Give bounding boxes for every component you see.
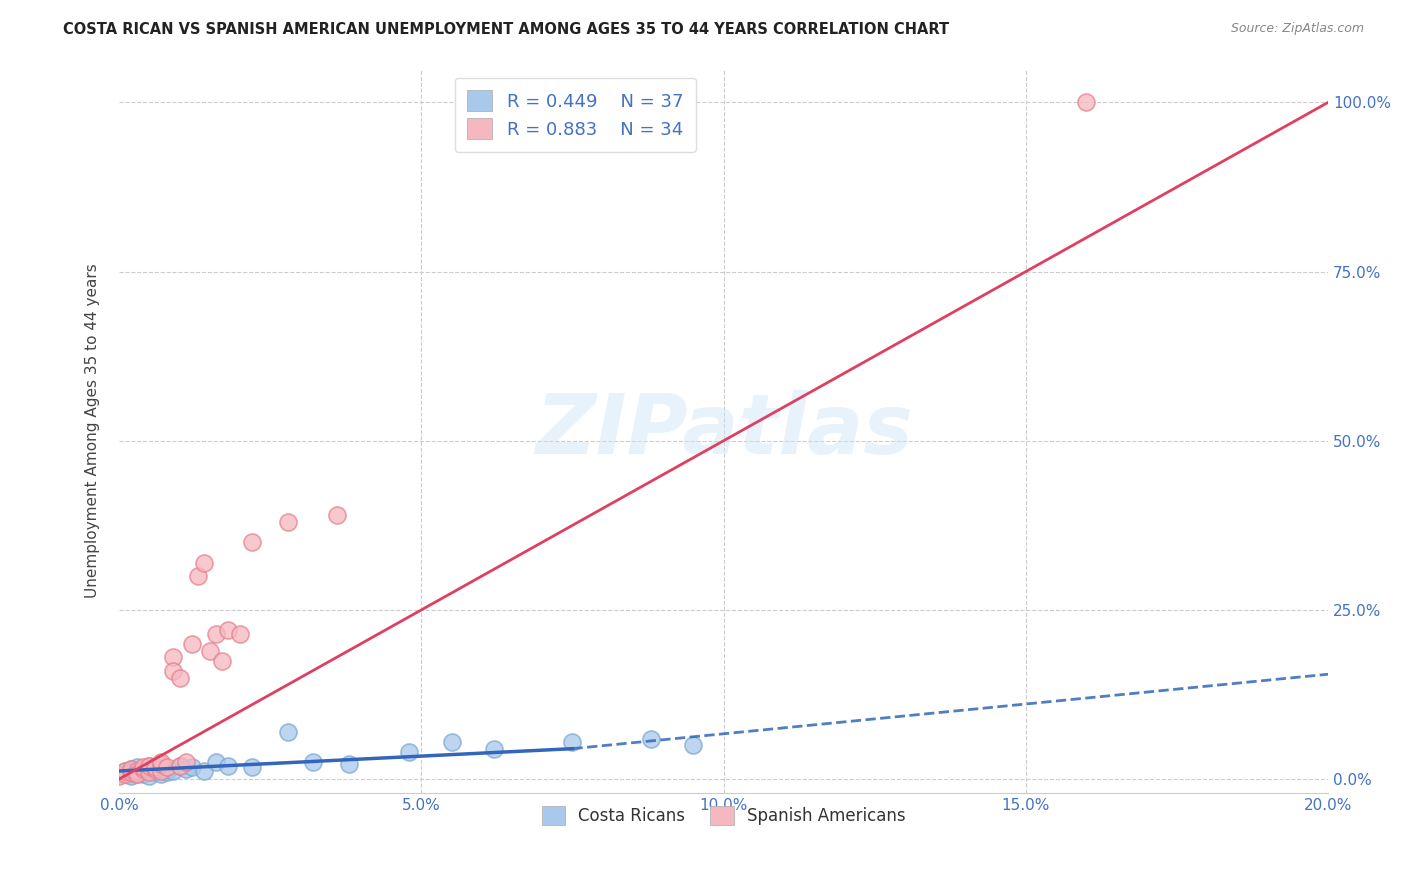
Point xyxy=(162,664,184,678)
Point xyxy=(120,762,142,776)
Point xyxy=(277,515,299,529)
Point xyxy=(127,765,149,780)
Point xyxy=(132,764,155,778)
Point xyxy=(204,755,226,769)
Point xyxy=(180,760,202,774)
Point xyxy=(156,762,179,776)
Point xyxy=(325,508,347,523)
Point xyxy=(229,626,252,640)
Point xyxy=(198,643,221,657)
Point xyxy=(150,764,173,778)
Point xyxy=(132,766,155,780)
Point xyxy=(138,758,160,772)
Point xyxy=(682,739,704,753)
Point xyxy=(150,757,173,772)
Point xyxy=(108,766,131,780)
Point xyxy=(169,758,191,772)
Point xyxy=(108,769,131,783)
Point xyxy=(138,769,160,783)
Point xyxy=(240,535,263,549)
Point xyxy=(127,767,149,781)
Point xyxy=(482,741,505,756)
Point xyxy=(143,762,166,776)
Point xyxy=(204,626,226,640)
Point xyxy=(127,764,149,778)
Point xyxy=(143,760,166,774)
Point xyxy=(193,764,215,778)
Point xyxy=(132,762,155,776)
Point xyxy=(156,760,179,774)
Point xyxy=(180,637,202,651)
Point xyxy=(143,760,166,774)
Point xyxy=(211,654,233,668)
Point xyxy=(561,735,583,749)
Point xyxy=(150,755,173,769)
Point xyxy=(162,650,184,665)
Point xyxy=(217,624,239,638)
Point xyxy=(138,765,160,780)
Point xyxy=(640,731,662,746)
Point xyxy=(143,765,166,780)
Point xyxy=(138,758,160,772)
Point xyxy=(169,758,191,772)
Point xyxy=(156,765,179,780)
Point xyxy=(120,766,142,780)
Legend: Costa Ricans, Spanish Americans: Costa Ricans, Spanish Americans xyxy=(531,796,915,835)
Point xyxy=(150,766,173,780)
Point xyxy=(169,671,191,685)
Point xyxy=(1076,95,1098,110)
Point xyxy=(132,760,155,774)
Point xyxy=(301,755,323,769)
Y-axis label: Unemployment Among Ages 35 to 44 years: Unemployment Among Ages 35 to 44 years xyxy=(86,263,100,598)
Text: ZIPatlas: ZIPatlas xyxy=(534,390,912,471)
Point xyxy=(193,556,215,570)
Point xyxy=(187,569,209,583)
Text: Source: ZipAtlas.com: Source: ZipAtlas.com xyxy=(1230,22,1364,36)
Point xyxy=(127,760,149,774)
Point xyxy=(114,764,136,778)
Point xyxy=(114,766,136,780)
Point xyxy=(114,764,136,778)
Point xyxy=(174,755,197,769)
Point xyxy=(150,764,173,778)
Point xyxy=(240,760,263,774)
Point xyxy=(174,762,197,776)
Point xyxy=(162,764,184,778)
Point xyxy=(217,758,239,772)
Text: COSTA RICAN VS SPANISH AMERICAN UNEMPLOYMENT AMONG AGES 35 TO 44 YEARS CORRELATI: COSTA RICAN VS SPANISH AMERICAN UNEMPLOY… xyxy=(63,22,949,37)
Point xyxy=(138,762,160,776)
Point xyxy=(120,769,142,783)
Point xyxy=(277,724,299,739)
Point xyxy=(337,757,360,772)
Point xyxy=(440,735,463,749)
Point xyxy=(114,765,136,780)
Point xyxy=(127,766,149,780)
Point xyxy=(120,762,142,776)
Point xyxy=(398,745,420,759)
Point xyxy=(120,765,142,780)
